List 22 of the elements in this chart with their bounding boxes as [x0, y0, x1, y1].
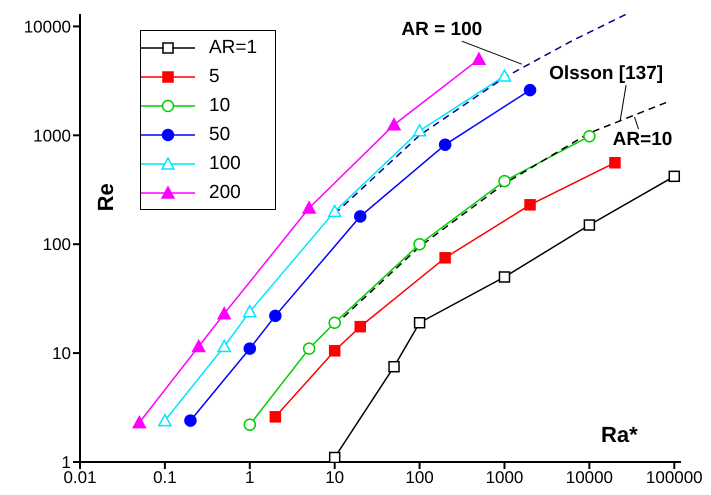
- legend-label: 5: [209, 66, 221, 88]
- legend-label: 50: [209, 124, 232, 146]
- legend-label: 200: [209, 182, 242, 204]
- y-tick-label: 100: [42, 235, 71, 254]
- y-tick-label: 1000: [33, 126, 71, 146]
- annotation: Olsson [137]: [549, 63, 664, 84]
- x-tick-label: 10: [325, 468, 344, 488]
- x-tick-label: 1: [245, 468, 255, 488]
- annotation: AR = 100: [401, 19, 482, 40]
- legend-label: 10: [209, 94, 232, 116]
- x-tick-label: 100000: [646, 468, 703, 488]
- y-tick-label: 10: [52, 344, 71, 364]
- y-axis-title: Re: [93, 183, 118, 212]
- x-tick-label: 1000: [486, 468, 524, 488]
- annotation: AR=10: [612, 129, 672, 150]
- y-tick-label: 10000: [24, 17, 71, 36]
- x-axis-title: Ra*: [601, 422, 638, 447]
- x-tick-label: 10000: [566, 468, 614, 488]
- legend-label: 100: [209, 152, 242, 174]
- legend-label: AR=1: [209, 36, 258, 58]
- x-tick-label: 0.1: [153, 468, 177, 488]
- x-tick-label: 100: [405, 468, 434, 488]
